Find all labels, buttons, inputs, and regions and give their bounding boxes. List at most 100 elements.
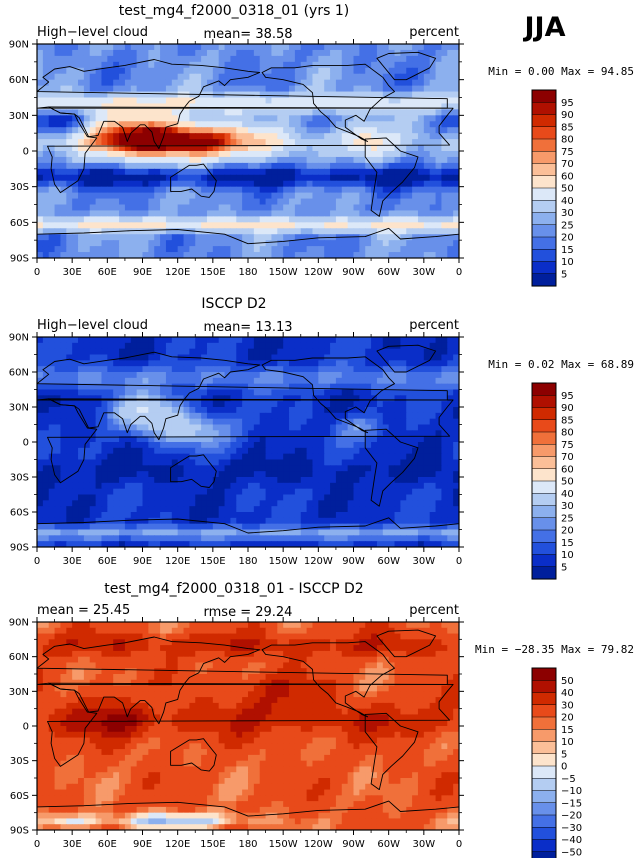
contour-cell [330, 103, 337, 110]
contour-cell [119, 151, 126, 158]
contour-cell [341, 500, 349, 507]
contour-cell [347, 162, 355, 170]
contour-cell [382, 424, 390, 431]
contour-cell [224, 156, 232, 164]
contour-cell [447, 85, 454, 93]
contour-cell [42, 366, 50, 373]
contour-cell [101, 424, 108, 431]
contour-cell [177, 151, 185, 158]
contour-cell [312, 127, 319, 134]
contour-cell [447, 121, 454, 128]
contour-cell [347, 109, 355, 116]
contour-cell [201, 145, 208, 152]
contour-cell [95, 67, 103, 75]
contour-cell [236, 49, 243, 57]
contour-cell [423, 127, 431, 134]
contour-cell [206, 145, 214, 152]
contour-cell [271, 366, 278, 373]
contour-cell [183, 407, 190, 414]
contour-cell [388, 360, 396, 367]
contour-cell [48, 192, 56, 200]
contour-cell [335, 401, 343, 408]
contour-cell [271, 109, 278, 116]
contour-cell [83, 436, 91, 443]
contour-cell [423, 471, 431, 478]
contour-cell [136, 151, 144, 158]
contour-cell [330, 477, 337, 484]
contour-cell [113, 127, 120, 134]
contour-cell [318, 240, 325, 247]
contour-cell [101, 436, 108, 443]
contour-cell [447, 377, 454, 385]
contour-cell [48, 348, 56, 356]
contour-cell [60, 488, 67, 496]
contour-cell [429, 395, 437, 402]
contour-cell [107, 204, 114, 212]
contour-cell [347, 348, 355, 356]
contour-cell [435, 61, 443, 69]
contour-cell [318, 412, 325, 420]
contour-cell [412, 389, 419, 396]
contour-cell [265, 500, 273, 507]
contour-cell [453, 360, 459, 367]
contour-cell [371, 366, 378, 373]
contour-cell [165, 447, 173, 455]
contour-cell [277, 127, 284, 134]
contour-cell [60, 234, 67, 241]
contour-cell [371, 115, 378, 122]
contour-cell [277, 109, 284, 116]
contour-cell [371, 73, 378, 81]
contour-cell [394, 121, 401, 128]
contour-cell [312, 133, 319, 140]
contour-cell [417, 44, 425, 51]
contour-cell [177, 156, 185, 164]
contour-cell [371, 91, 378, 99]
contour-cell [359, 360, 366, 367]
contour-cell [160, 44, 167, 51]
contour-cell [253, 354, 261, 361]
contour-cell [130, 471, 138, 478]
contour-cell [300, 121, 308, 128]
contour-cell [388, 234, 396, 241]
x-tick-label: 150W [269, 267, 298, 278]
contour-cell [347, 471, 355, 478]
contour-cell [353, 73, 360, 81]
colorbar-swatch [531, 102, 557, 116]
contour-cell [72, 494, 79, 501]
contour-cell [189, 174, 196, 182]
contour-cell [248, 121, 255, 128]
contour-cell [212, 477, 220, 484]
contour-cell [400, 234, 407, 241]
contour-cell [95, 337, 103, 344]
contour-cell [130, 210, 138, 217]
contour-cell [376, 366, 384, 373]
contour-cell [441, 109, 448, 116]
contour-cell [294, 383, 302, 391]
contour-cell [78, 354, 85, 361]
contour-cell [148, 198, 155, 206]
contour-cell [394, 506, 401, 513]
contour-cell [101, 442, 108, 449]
contour-cell [371, 210, 378, 217]
contour-cell [78, 49, 85, 57]
contour-cell [206, 348, 214, 356]
contour-cell [306, 360, 314, 367]
contour-cell [376, 372, 384, 379]
contour-cell [306, 234, 314, 241]
contour-cell [406, 360, 413, 367]
contour-cell [382, 395, 390, 402]
contour-cell [242, 377, 249, 385]
contour-cell [283, 348, 290, 356]
contour-cell [300, 168, 308, 176]
contour-cell [212, 447, 220, 455]
contour-cell [289, 115, 296, 122]
contour-cell [277, 488, 284, 496]
contour-cell [412, 395, 419, 402]
contour-cell [78, 442, 85, 449]
contour-cell [177, 55, 185, 63]
contour-cell [259, 61, 267, 69]
contour-cell [54, 145, 62, 152]
contour-cell [248, 103, 255, 110]
contour-cell [107, 222, 114, 229]
contour-cell [83, 109, 91, 116]
